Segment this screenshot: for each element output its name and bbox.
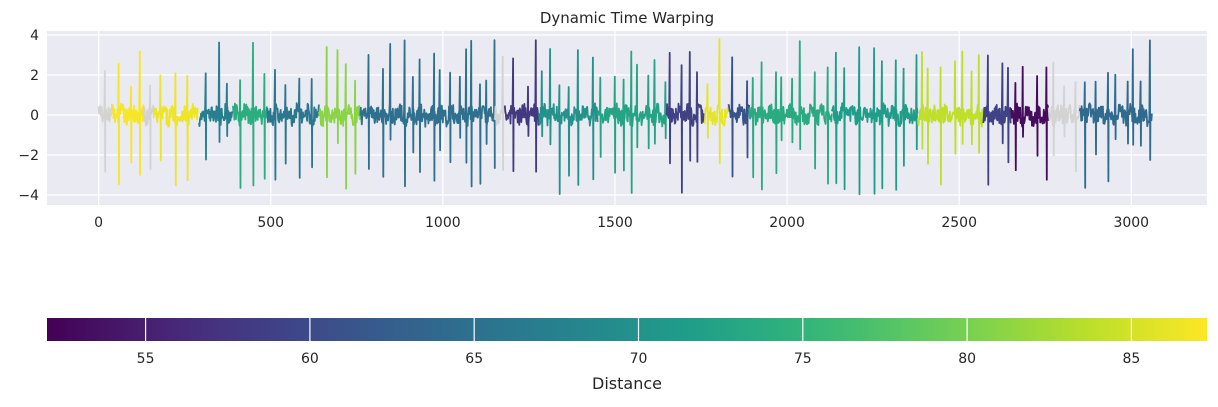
- colorbar-tick-label: 80: [958, 351, 976, 367]
- signal-segment: [665, 51, 706, 194]
- signal-segment: [359, 39, 496, 188]
- colorbar-tick-label: 60: [301, 351, 319, 367]
- colorbar-tick-label: 85: [1123, 351, 1141, 367]
- colorbar: 55 60 65 70 75 80 85: [47, 318, 1207, 367]
- signal-segment: [1047, 61, 1081, 173]
- colorbar-tick-label: 55: [137, 351, 155, 367]
- signal-segment: [596, 50, 668, 194]
- signal-segment: [538, 48, 599, 195]
- signal-segment: [493, 55, 506, 171]
- signal-segment: [198, 41, 234, 161]
- x-tick-label: 0: [94, 215, 103, 231]
- tick-labels: 0 500 1000 1500 2000 2500 3000 −4 −2 0 2 4: [18, 28, 1149, 231]
- signal-segment: [917, 50, 984, 186]
- x-tick-label: 1000: [425, 215, 461, 231]
- y-tick-label: 4: [30, 28, 39, 44]
- signal-segment: [232, 41, 268, 189]
- series-layer: [97, 38, 1153, 196]
- signal-segment: [142, 84, 155, 171]
- colorbar-tick-label: 65: [465, 351, 483, 367]
- chart-title: Dynamic Time Warping: [540, 9, 714, 27]
- y-tick-label: 2: [30, 68, 39, 84]
- colorbar-label: Distance: [592, 374, 662, 393]
- x-tick-label: 1500: [597, 215, 633, 231]
- signal-segment: [830, 46, 919, 196]
- signal-segment: [266, 68, 320, 181]
- signal-segment: [152, 72, 199, 187]
- x-tick-label: 3000: [1113, 215, 1149, 231]
- signal-segment: [1009, 65, 1050, 181]
- signal-segment: [982, 54, 1012, 186]
- signal-segment: [727, 56, 751, 178]
- y-tick-label: −4: [18, 188, 39, 204]
- x-tick-label: 2000: [769, 215, 805, 231]
- signal-segment: [503, 39, 540, 173]
- y-tick-label: −2: [18, 148, 39, 164]
- signal-segment: [748, 40, 833, 191]
- colorbar-gradient: [47, 318, 1207, 341]
- signal-segment: [703, 38, 730, 164]
- signal-segment: [1078, 39, 1153, 189]
- signal-segment: [318, 46, 361, 190]
- colorbar-tick-label: 70: [630, 351, 648, 367]
- signal-segment: [97, 70, 113, 173]
- y-tick-label: 0: [30, 108, 39, 124]
- x-tick-label: 2500: [941, 215, 977, 231]
- signal-segment: [111, 50, 145, 186]
- x-tick-label: 500: [257, 215, 284, 231]
- colorbar-tick-label: 75: [794, 351, 812, 367]
